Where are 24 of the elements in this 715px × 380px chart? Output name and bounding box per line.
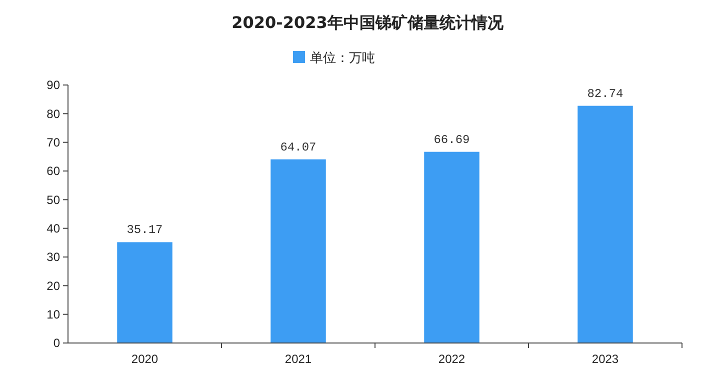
y-tick-label: 90 (46, 78, 60, 92)
legend-label: 单位：万吨 (310, 51, 375, 66)
chart-title: 2020-2023年中国锑矿储量统计情况 (232, 13, 504, 32)
y-tick-label: 50 (46, 192, 60, 207)
bar (117, 242, 172, 343)
x-tick-label: 2020 (131, 352, 158, 366)
data-label: 66.69 (434, 132, 470, 147)
y-tick-label: 30 (46, 250, 60, 264)
x-tick-label: 2022 (438, 352, 466, 366)
y-tick-label: 40 (46, 222, 60, 236)
data-label: 35.17 (126, 223, 163, 238)
data-label: 82.74 (587, 86, 624, 101)
x-tick-label: 2021 (284, 352, 312, 366)
bar (578, 106, 633, 343)
data-label: 64.07 (280, 140, 316, 154)
bar (270, 159, 326, 343)
y-tick-label: 60 (46, 164, 60, 178)
x-tick-label: 2023 (592, 352, 619, 366)
y-tick-label: 20 (46, 278, 60, 293)
y-tick-label: 10 (46, 308, 60, 322)
y-tick-label: 70 (46, 136, 60, 150)
y-tick-label: 80 (46, 106, 60, 121)
bar (424, 152, 480, 343)
y-tick-label: 0 (53, 336, 60, 350)
